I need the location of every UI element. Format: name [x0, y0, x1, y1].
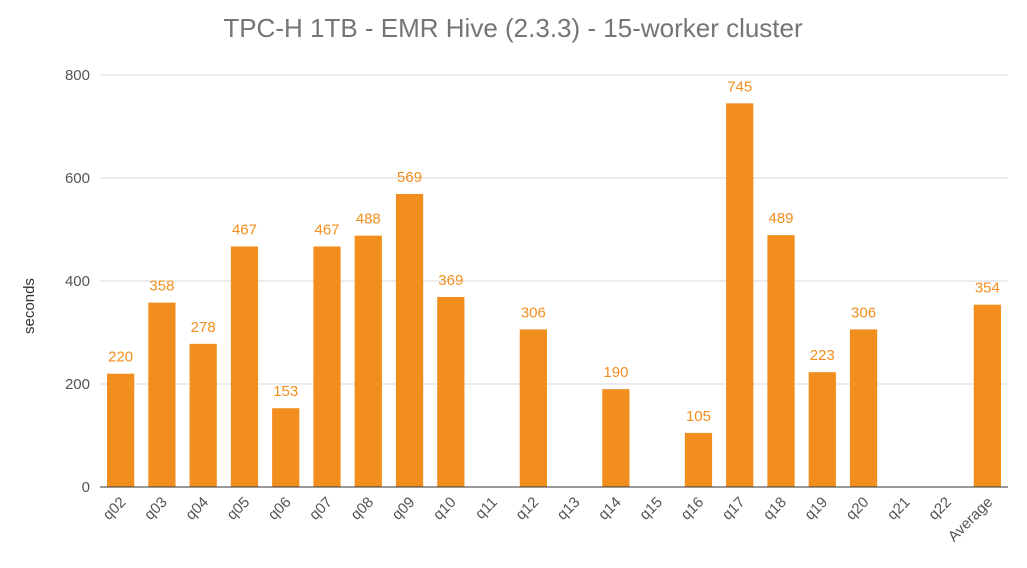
- x-tick-label: q10: [430, 494, 460, 524]
- x-tick-label: q07: [306, 494, 336, 524]
- data-label-q02: 220: [108, 349, 133, 366]
- chart-title: TPC-H 1TB - EMR Hive (2.3.3) - 15-worker…: [223, 13, 803, 43]
- bar-q06: [272, 408, 300, 487]
- bar-average: [973, 304, 1001, 487]
- data-label-q14: 190: [603, 364, 628, 381]
- x-tick-label: q11: [472, 494, 501, 523]
- x-tick-label: q03: [141, 494, 171, 524]
- y-tick-label: 200: [65, 376, 90, 393]
- data-label-q16: 105: [686, 408, 711, 425]
- data-label-q18: 489: [768, 210, 793, 227]
- data-label-q09: 569: [397, 169, 422, 186]
- y-tick-label: 400: [65, 273, 90, 290]
- data-label-average: 354: [975, 280, 1000, 297]
- x-tick-label: q13: [554, 494, 584, 524]
- data-label-q08: 488: [356, 211, 381, 228]
- y-tick-label: 800: [65, 67, 90, 84]
- bar-q20: [849, 329, 878, 487]
- x-tick-label: q05: [224, 494, 254, 524]
- data-label-q06: 153: [273, 383, 298, 400]
- data-labels: 220 358 278 467 153 467 488 569 369 306 190 105 745 4…: [108, 78, 1000, 425]
- bar-q03: [148, 302, 176, 487]
- x-tick-label: q08: [347, 494, 377, 524]
- x-tick-label: q12: [512, 494, 542, 524]
- x-tick-label: q14: [595, 494, 625, 524]
- x-axis-ticks: q02 q03 q04 q05 q06 q07 q08 q09 q10 q11 q12 q13 q14 q…: [100, 494, 996, 545]
- data-label-q20: 306: [851, 304, 876, 321]
- x-tick-label: q09: [389, 494, 419, 524]
- x-tick-label: q17: [719, 494, 749, 524]
- bar-q16: [684, 432, 713, 487]
- x-tick-label: q20: [843, 494, 873, 524]
- bars: [107, 103, 1001, 487]
- bar-q05: [230, 246, 259, 487]
- bar-q07: [313, 246, 341, 487]
- bar-q18: [767, 235, 795, 487]
- bar-q02: [107, 373, 135, 487]
- data-label-q04: 278: [191, 319, 216, 336]
- x-tick-label: q22: [925, 494, 955, 524]
- x-tick-label: q16: [678, 494, 708, 524]
- x-tick-label: q15: [636, 494, 666, 524]
- data-label-q12: 306: [521, 304, 546, 321]
- x-tick-label: q02: [100, 494, 130, 524]
- bar-q08: [354, 235, 382, 487]
- data-label-q05: 467: [232, 221, 257, 238]
- bar-q14: [602, 389, 630, 487]
- data-label-q07: 467: [314, 221, 339, 238]
- y-axis-ticks: 0 200 400 600 800: [65, 67, 90, 496]
- data-label-q03: 358: [149, 278, 174, 295]
- x-tick-label: q06: [265, 494, 295, 524]
- bar-q12: [519, 329, 547, 487]
- bar-q10: [437, 296, 465, 487]
- data-label-q19: 223: [810, 347, 835, 364]
- y-tick-label: 0: [82, 479, 90, 496]
- x-tick-label: Average: [945, 494, 996, 545]
- bar-q09: [395, 193, 424, 487]
- bar-q17: [726, 103, 754, 487]
- y-axis-label: seconds: [21, 278, 38, 334]
- x-tick-label: q21: [884, 494, 914, 524]
- y-tick-label: 600: [65, 170, 90, 187]
- data-label-q17: 745: [727, 78, 752, 95]
- x-tick-label: q18: [760, 494, 790, 524]
- x-tick-label: q04: [182, 494, 212, 524]
- data-label-q10: 369: [438, 272, 463, 289]
- x-tick-label: q19: [801, 494, 831, 524]
- bar-q04: [189, 343, 217, 487]
- bar-q19: [808, 372, 836, 487]
